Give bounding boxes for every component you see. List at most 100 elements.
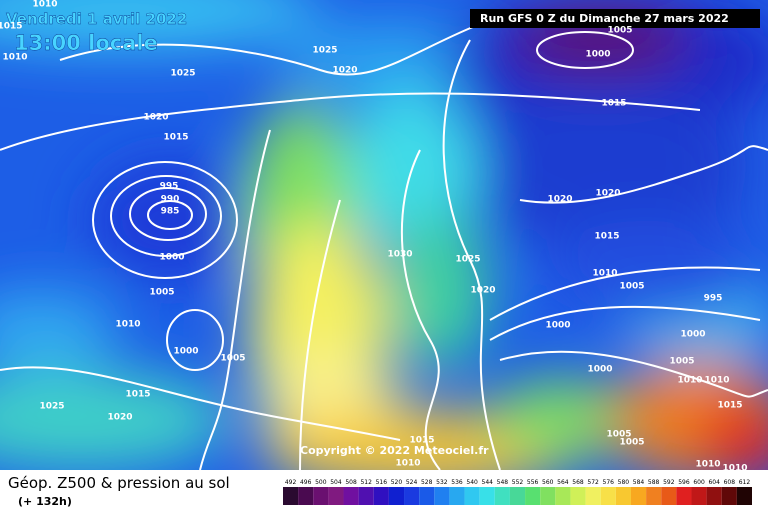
legend-swatch xyxy=(706,487,722,505)
legend-swatch xyxy=(736,487,752,505)
legend-swatch xyxy=(449,487,465,505)
legend-tick: 580 xyxy=(618,479,630,486)
isobar-label: 1010 xyxy=(32,0,57,10)
legend-swatch xyxy=(525,487,541,505)
legend-tick: 492 xyxy=(285,479,297,486)
legend-tick: 544 xyxy=(482,479,494,486)
field xyxy=(0,0,768,470)
legend-swatch xyxy=(646,487,662,505)
isobar-label: 1010 xyxy=(695,460,720,470)
isobar-label: 1000 xyxy=(545,321,570,331)
isobar-label: 1000 xyxy=(587,365,612,375)
isobar-label: 1010 xyxy=(115,320,140,330)
legend-swatch xyxy=(540,487,556,505)
isobar-label: 1010 xyxy=(704,376,729,386)
legend-swatch xyxy=(479,487,495,505)
legend-tick: 528 xyxy=(421,479,433,486)
legend-tick: 540 xyxy=(466,479,478,486)
isobar-label: 1020 xyxy=(470,286,495,296)
isobar-label: 1020 xyxy=(332,66,357,76)
legend-swatch xyxy=(373,487,389,505)
isobar-label: 995 xyxy=(704,294,723,304)
isobar-label: 1005 xyxy=(606,430,631,440)
isobar-label: 1005 xyxy=(619,282,644,292)
run-info: Run GFS 0 Z du Dimanche 27 mars 2022 xyxy=(480,12,729,25)
legend-tick: 536 xyxy=(451,479,463,486)
isobar-label: 1020 xyxy=(143,113,168,123)
isobar-label: 1005 xyxy=(149,288,174,298)
legend-tick: 572 xyxy=(587,479,599,486)
legend-tick: 596 xyxy=(678,479,690,486)
legend-tick: 584 xyxy=(633,479,645,486)
legend-swatch xyxy=(721,487,737,505)
isobar-label: 1025 xyxy=(312,46,337,56)
legend-swatch xyxy=(343,487,359,505)
isobar-label: 985 xyxy=(161,207,180,217)
isobar-label: 1005 xyxy=(669,357,694,367)
isobar-label: 1025 xyxy=(39,402,64,412)
isobar-label: 1015 xyxy=(601,99,626,109)
isobar-label: 1015 xyxy=(717,401,742,411)
legend-tick: 568 xyxy=(572,479,584,486)
legend-tick: 548 xyxy=(497,479,509,486)
time: 13:00 locale xyxy=(14,31,158,55)
isobar-label: 1005 xyxy=(220,354,245,364)
legend-swatch xyxy=(494,487,510,505)
legend-tick: 556 xyxy=(527,479,539,486)
isobar-label: 1005 xyxy=(607,26,632,36)
footer-title: Géop. Z500 & pression au sol xyxy=(8,474,230,492)
legend-tick: 500 xyxy=(315,479,327,486)
isobar-label: 1025 xyxy=(455,255,480,265)
legend-tick: 608 xyxy=(724,479,736,486)
isobar-label: 1010 xyxy=(677,376,702,386)
isobar-label: 1025 xyxy=(170,69,195,79)
isobar-label: 1000 xyxy=(585,50,610,60)
isobar-label: 1015 xyxy=(409,436,434,446)
legend-swatch xyxy=(600,487,616,505)
legend-swatch xyxy=(570,487,586,505)
legend-swatch xyxy=(404,487,420,505)
isobars xyxy=(0,9,768,470)
isobar-label: 1005 xyxy=(619,438,644,448)
legend-swatch xyxy=(283,487,299,505)
isobar-label: 1020 xyxy=(107,413,132,423)
legend-tick: 516 xyxy=(376,479,388,486)
legend-tick: 504 xyxy=(330,479,342,486)
legend-tick: 560 xyxy=(542,479,554,486)
legend-swatch xyxy=(388,487,405,505)
legend-swatch xyxy=(676,487,692,505)
legend-tick: 524 xyxy=(406,479,418,486)
legend-swatch xyxy=(298,487,314,505)
legend-tick: 552 xyxy=(512,479,524,486)
legend-swatch xyxy=(615,487,631,505)
legend-swatch xyxy=(464,487,480,505)
legend-swatch xyxy=(358,487,374,505)
isobar-label: 1010 xyxy=(592,269,617,279)
isobar-label: 1020 xyxy=(595,189,620,199)
isobar-label: 1020 xyxy=(547,195,572,205)
copyright: Copyright © 2022 Meteociel.fr xyxy=(300,444,489,457)
legend-swatch xyxy=(313,487,329,505)
isobar-label: 1015 xyxy=(594,232,619,242)
isobar-label: 1015 xyxy=(0,22,23,32)
date: Vendredi 1 avril 2022 xyxy=(6,10,187,28)
legend-tick: 604 xyxy=(708,479,720,486)
isobar-label: 1000 xyxy=(159,253,184,263)
isobar-label: 1030 xyxy=(387,250,412,260)
legend-tick: 512 xyxy=(360,479,372,486)
legend-tick: 588 xyxy=(648,479,660,486)
isobar-label: 1010 xyxy=(2,53,27,63)
isobar-label: 1015 xyxy=(125,390,150,400)
legend-tick: 496 xyxy=(300,479,312,486)
isobar-label: 1000 xyxy=(173,347,198,357)
legend-swatch xyxy=(328,487,344,505)
legend-swatch xyxy=(661,487,677,505)
isobar-label: 995 xyxy=(160,182,179,192)
footer-lead: (+ 132h) xyxy=(18,495,72,508)
isobar-label: 1015 xyxy=(163,133,188,143)
legend-swatch xyxy=(555,487,571,505)
legend-tick: 600 xyxy=(693,479,705,486)
isobar-label: 1010 xyxy=(722,464,747,474)
legend-swatch xyxy=(691,487,707,505)
